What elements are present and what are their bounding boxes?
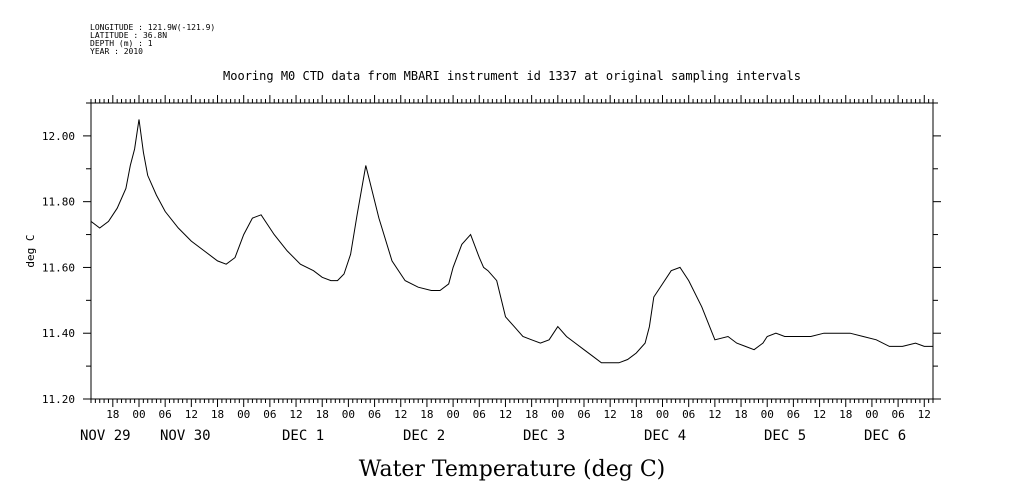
x-day-label: NOV 29 (80, 428, 131, 444)
x-tick-label: 06 (263, 408, 276, 421)
x-tick-label: 06 (473, 408, 486, 421)
x-tick-label: 18 (839, 408, 852, 421)
x-tick-label: 00 (342, 408, 355, 421)
x-tick-label: 18 (630, 408, 643, 421)
y-tick-label: 12.00 (42, 130, 75, 143)
x-tick-label: 12 (499, 408, 512, 421)
x-tick-label: 00 (761, 408, 774, 421)
y-tick-labels: 11.20 11.40 11.60 11.80 12.00 (42, 130, 75, 406)
y-tick-label: 11.20 (42, 393, 75, 406)
meta-line: LONGITUDE : 121.9W(-121.9) (90, 23, 215, 32)
meta-line: DEPTH (m) : 1 (90, 39, 153, 48)
x-day-label: DEC 1 (282, 428, 324, 444)
x-tick-label: 12 (185, 408, 198, 421)
x-day-label: DEC 2 (403, 428, 445, 444)
x-day-label: DEC 6 (864, 428, 906, 444)
metadata-block: LONGITUDE : 121.9W(-121.9)LATITUDE : 36.… (90, 23, 215, 56)
axis-ticks (83, 95, 941, 407)
x-day-label: NOV 30 (160, 428, 211, 444)
x-tick-label: 12 (289, 408, 302, 421)
plot-frame (90, 102, 934, 400)
chart-title: Mooring M0 CTD data from MBARI instrumen… (223, 69, 801, 83)
x-tick-label: 06 (787, 408, 800, 421)
y-axis-label: deg C (24, 234, 37, 267)
y-tick-label: 11.60 (42, 261, 75, 274)
x-hour-tick-labels: 18 00 06 12 18 00 06 12 18 00 06 12 18 00 06 12 18 00 06 12… (106, 408, 931, 421)
x-tick-label: 00 (865, 408, 878, 421)
x-day-labels: NOV 29 NOV 30 DEC 1 DEC 2 DEC 3 DEC 4 DEC 5 DEC… (80, 428, 906, 444)
x-tick-label: 12 (708, 408, 721, 421)
x-tick-label: 18 (525, 408, 538, 421)
x-tick-label: 18 (316, 408, 329, 421)
x-tick-label: 06 (159, 408, 172, 421)
x-tick-label: 00 (132, 408, 145, 421)
x-tick-label: 12 (813, 408, 826, 421)
x-tick-label: 18 (211, 408, 224, 421)
x-tick-label: 06 (891, 408, 904, 421)
x-tick-label: 18 (734, 408, 747, 421)
x-tick-label: 18 (106, 408, 119, 421)
x-tick-label: 06 (682, 408, 695, 421)
x-tick-label: 00 (237, 408, 250, 421)
y-tick-label: 11.80 (42, 196, 75, 209)
x-day-label: DEC 5 (764, 428, 806, 444)
meta-line: LATITUDE : 36.8N (90, 31, 167, 40)
x-tick-label: 00 (551, 408, 564, 421)
x-tick-label: 12 (604, 408, 617, 421)
x-tick-label: 06 (577, 408, 590, 421)
meta-line: YEAR : 2010 (90, 47, 143, 56)
x-tick-label: 06 (368, 408, 381, 421)
x-tick-label: 12 (918, 408, 931, 421)
x-tick-label: 18 (420, 408, 433, 421)
y-tick-label: 11.40 (42, 327, 75, 340)
x-tick-label: 00 (446, 408, 459, 421)
x-day-label: DEC 4 (644, 428, 686, 444)
x-tick-label: 12 (394, 408, 407, 421)
x-day-label: DEC 3 (523, 428, 565, 444)
x-axis-title: Water Temperature (deg C) (359, 457, 666, 482)
series-line (90, 119, 933, 364)
x-tick-label: 00 (656, 408, 669, 421)
